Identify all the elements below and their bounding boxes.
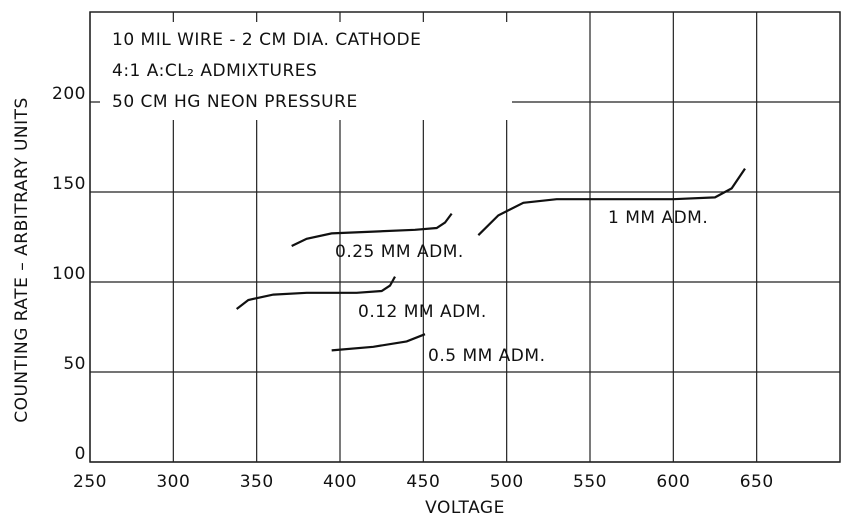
y-tick-label: 50 <box>63 354 86 374</box>
y-tick-label: 150 <box>52 174 86 194</box>
annotation: 10 MIL WIRE - 2 CM DIA. CATHODE <box>112 30 421 50</box>
line <box>235 276 396 310</box>
annotation-box <box>100 22 512 120</box>
line <box>477 167 746 236</box>
x-tick-label: 650 <box>740 472 774 492</box>
series-label: 1 MM ADM. <box>608 208 708 228</box>
x-tick-label: 300 <box>156 472 190 492</box>
series-label: 0.12 MM ADM. <box>358 302 487 322</box>
x-tick-label: 600 <box>656 472 690 492</box>
y-tick-label: 100 <box>52 264 86 284</box>
y-axis-label: COUNTING RATE – ARBITRARY UNITS <box>12 97 32 423</box>
x-tick-label: 550 <box>573 472 607 492</box>
y-tick-label: 0 <box>75 444 86 464</box>
series-label: 0.25 MM ADM. <box>335 242 464 262</box>
annotation: 50 CM HG NEON PRESSURE <box>112 92 358 112</box>
y-tick-label: 200 <box>52 84 86 104</box>
line <box>331 333 426 352</box>
annotation: 4:1 A:CL₂ ADMIXTURES <box>112 61 317 81</box>
x-tick-label: 450 <box>406 472 440 492</box>
line <box>291 212 453 247</box>
series-label: 0.5 MM ADM. <box>428 346 545 366</box>
x-tick-label: 500 <box>490 472 524 492</box>
x-tick-label: 250 <box>73 472 107 492</box>
x-tick-label: 400 <box>323 472 357 492</box>
x-axis-label: VOLTAGE <box>425 498 505 518</box>
x-tick-label: 350 <box>240 472 274 492</box>
